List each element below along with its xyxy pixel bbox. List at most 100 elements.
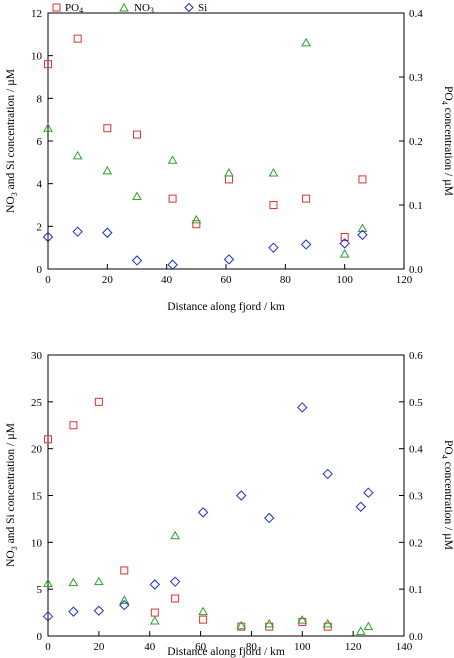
point-no3 bbox=[43, 578, 53, 588]
point-si bbox=[363, 487, 374, 498]
point-si bbox=[169, 576, 181, 587]
point-no3 bbox=[357, 223, 368, 232]
left-y-ticks-top: 0 2 4 6 8 10 12 bbox=[31, 8, 53, 276]
point-po4 bbox=[237, 622, 246, 631]
left-y-tick-label: 12 bbox=[31, 8, 42, 20]
left-y-tick-label: 8 bbox=[37, 93, 43, 105]
point-po4 bbox=[269, 201, 278, 209]
point-no3 bbox=[363, 621, 374, 631]
point-si bbox=[297, 402, 308, 413]
points-top bbox=[42, 34, 368, 270]
right-y-ticks-bottom: 0.0 0.1 0.2 0.3 0.4 0.5 0.6 bbox=[399, 350, 423, 643]
point-si bbox=[197, 507, 209, 518]
point-po4 bbox=[171, 594, 180, 603]
point-po4 bbox=[224, 175, 233, 184]
point-si bbox=[167, 259, 178, 270]
right-y-axis-label-top: PO4 concentration / µM bbox=[440, 86, 454, 196]
point-no3 bbox=[322, 618, 333, 628]
left-y-tick-label: 25 bbox=[31, 397, 43, 409]
right-y-tick-label: 0.2 bbox=[409, 537, 423, 549]
point-no3 bbox=[119, 595, 130, 604]
point-po4 bbox=[94, 397, 103, 406]
point-po4 bbox=[358, 175, 367, 184]
left-y-tick-label: 0 bbox=[37, 264, 43, 276]
point-po4 bbox=[199, 615, 208, 624]
legend-entry-si: Si bbox=[198, 2, 207, 14]
point-no3 bbox=[191, 214, 202, 224]
x-tick-label: 0 bbox=[45, 274, 51, 286]
point-no3 bbox=[264, 618, 275, 628]
point-si bbox=[357, 229, 368, 241]
right-y-tick-label: 0.0 bbox=[409, 264, 423, 276]
right-y-tick-label: 0.3 bbox=[409, 72, 423, 84]
point-no3 bbox=[236, 620, 247, 630]
left-y-tick-label: 5 bbox=[37, 584, 43, 596]
x-tick-label: 80 bbox=[246, 641, 258, 653]
plot-frame-bottom bbox=[47, 354, 405, 637]
point-si bbox=[236, 490, 247, 501]
x-tick-label: 100 bbox=[336, 274, 353, 286]
right-y-tick-label: 0.0 bbox=[409, 631, 423, 643]
point-no3 bbox=[149, 616, 160, 625]
point-no3 bbox=[268, 167, 279, 177]
left-y-tick-label: 15 bbox=[31, 491, 43, 503]
point-po4 bbox=[73, 34, 82, 43]
point-po4 bbox=[192, 220, 201, 229]
left-y-tick-label: 30 bbox=[31, 350, 43, 362]
point-po4 bbox=[133, 130, 141, 139]
point-no3 bbox=[339, 249, 350, 258]
point-po4 bbox=[340, 233, 349, 241]
points-bottom bbox=[42, 397, 374, 635]
right-y-tick-label: 0.5 bbox=[409, 397, 423, 409]
x-tick-label: 0 bbox=[45, 641, 51, 653]
left-y-axis-label-bottom: NO3 and Si concentration / µM bbox=[5, 423, 19, 567]
point-po4 bbox=[168, 194, 177, 203]
point-po4 bbox=[150, 608, 159, 617]
x-tick-label: 20 bbox=[102, 274, 114, 286]
point-po4 bbox=[103, 124, 112, 133]
x-tick-label: 60 bbox=[221, 274, 233, 286]
legend-entry-po4: PO4 bbox=[65, 2, 83, 15]
right-y-tick-label: 0.4 bbox=[409, 444, 423, 456]
point-si bbox=[119, 599, 130, 611]
x-tick-label: 20 bbox=[93, 641, 105, 653]
point-si bbox=[131, 255, 143, 266]
point-po4 bbox=[120, 566, 129, 575]
right-y-tick-label: 0.1 bbox=[409, 200, 423, 212]
right-y-tick-label: 0.2 bbox=[409, 136, 423, 148]
left-y-ticks-bottom: 0 5 10 15 20 25 30 bbox=[31, 350, 53, 643]
point-no3 bbox=[132, 191, 142, 200]
right-y-tick-label: 0.3 bbox=[409, 491, 423, 503]
left-y-tick-label: 6 bbox=[37, 136, 43, 148]
point-no3 bbox=[198, 606, 208, 616]
point-si bbox=[93, 605, 105, 616]
point-no3 bbox=[301, 37, 311, 47]
point-no3 bbox=[297, 615, 308, 624]
point-si bbox=[72, 226, 83, 237]
left-y-tick-label: 2 bbox=[37, 221, 43, 233]
x-tick-label: 80 bbox=[280, 274, 292, 286]
point-no3 bbox=[68, 577, 79, 587]
x-tick-label: 120 bbox=[396, 274, 413, 286]
x-tick-label: 60 bbox=[195, 641, 207, 653]
point-si bbox=[102, 227, 113, 238]
point-no3 bbox=[355, 626, 366, 635]
point-si bbox=[223, 254, 235, 265]
legend-entry-no3: NO3 bbox=[134, 2, 154, 15]
left-y-tick-label: 4 bbox=[37, 179, 43, 191]
point-si bbox=[339, 238, 350, 249]
point-po4 bbox=[44, 60, 52, 69]
right-y-axis-label-bottom: PO4 concentration / µM bbox=[440, 440, 454, 550]
point-no3 bbox=[167, 155, 178, 164]
point-no3 bbox=[72, 150, 83, 160]
left-y-tick-label: 10 bbox=[31, 51, 43, 63]
point-si bbox=[322, 468, 333, 480]
x-ticks-bottom: 0 20 40 60 80 100 120 140 bbox=[45, 631, 413, 653]
point-no3 bbox=[43, 123, 53, 132]
point-no3 bbox=[224, 167, 234, 177]
point-si bbox=[68, 606, 79, 617]
x-axis-label-top: Distance along fjord / km bbox=[167, 301, 285, 313]
point-no3 bbox=[170, 530, 181, 540]
